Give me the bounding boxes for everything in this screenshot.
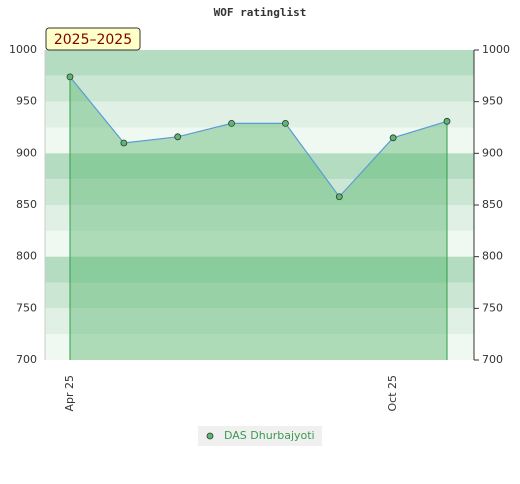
point [443,117,451,125]
y-tick-label: 1000 [9,43,37,56]
bg-stripe [45,179,474,205]
point [174,133,182,141]
area [70,76,447,360]
legend-label: DAS Dhurbajyoti [224,429,315,442]
point [282,119,289,127]
y2-tick-label: 850 [482,198,503,211]
bg-stripe [45,153,474,180]
y-tick-label: 700 [16,353,37,366]
y-tick-label: 800 [16,250,37,263]
y-tick-label: 750 [16,301,37,314]
line [69,76,448,198]
point [120,139,128,147]
bg-stripe [45,205,474,231]
bg-stripe [45,50,474,76]
legend [198,426,322,446]
legend-marker [206,432,214,440]
bg-stripe [45,334,474,360]
bg-stripe [45,282,474,309]
point [228,119,235,127]
y2-tick-label: 700 [482,353,503,366]
period-label: 2025–2025 [54,32,132,48]
y2-tick-label: 900 [482,146,503,159]
x-tick-label: Apr 25 [63,375,76,412]
bg-stripe [45,75,474,102]
y-tick-label: 850 [16,198,37,211]
chart-title: WOF ratinglist [214,6,307,19]
period-box [45,27,141,51]
bg-stripe [45,308,474,335]
x-tick-label: Oct 25 [386,375,399,412]
y-tick-label: 950 [16,95,37,108]
bg-stripe [45,230,474,257]
y2-tick-label: 950 [482,95,503,108]
point [389,134,397,142]
bg-stripe [45,256,474,283]
y-tick-label: 900 [16,146,37,159]
y2-tick-label: 750 [482,301,503,314]
y2-tick-label: 1000 [482,43,510,56]
y2-tick-label: 800 [482,250,503,263]
plot-area [45,50,474,360]
bg-stripe [45,127,474,154]
point [66,73,74,81]
point [335,193,343,201]
